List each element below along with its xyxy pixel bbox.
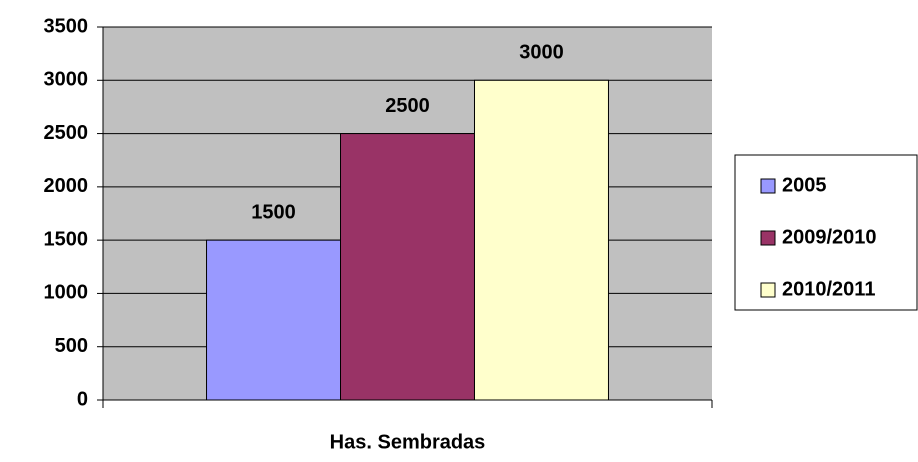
y-tick-label: 3500: [44, 15, 89, 37]
bar: [206, 239, 342, 401]
bar: [340, 133, 475, 401]
legend-label: 2009/2010: [782, 226, 877, 248]
y-tick-label: 2500: [44, 122, 89, 144]
legend-swatch: [760, 178, 776, 194]
legend-label: 2010/2011: [782, 278, 875, 300]
y-tick-label: 0: [77, 388, 88, 410]
legend-swatch: [760, 230, 776, 246]
y-tick-label: 3000: [44, 69, 89, 91]
legend-swatch: [760, 282, 776, 298]
x-tick-label: Has. Sembradas: [330, 431, 486, 453]
data-label: 3000: [519, 42, 564, 64]
y-tick-label: 2000: [44, 175, 89, 197]
y-tick-label: 1000: [44, 282, 89, 304]
data-label: 2500: [385, 95, 430, 117]
data-label: 1500: [251, 201, 296, 223]
bar: [473, 79, 609, 401]
legend-label: 2005: [782, 174, 827, 196]
y-tick-label: 500: [55, 335, 88, 357]
y-tick-label: 1500: [44, 228, 89, 250]
